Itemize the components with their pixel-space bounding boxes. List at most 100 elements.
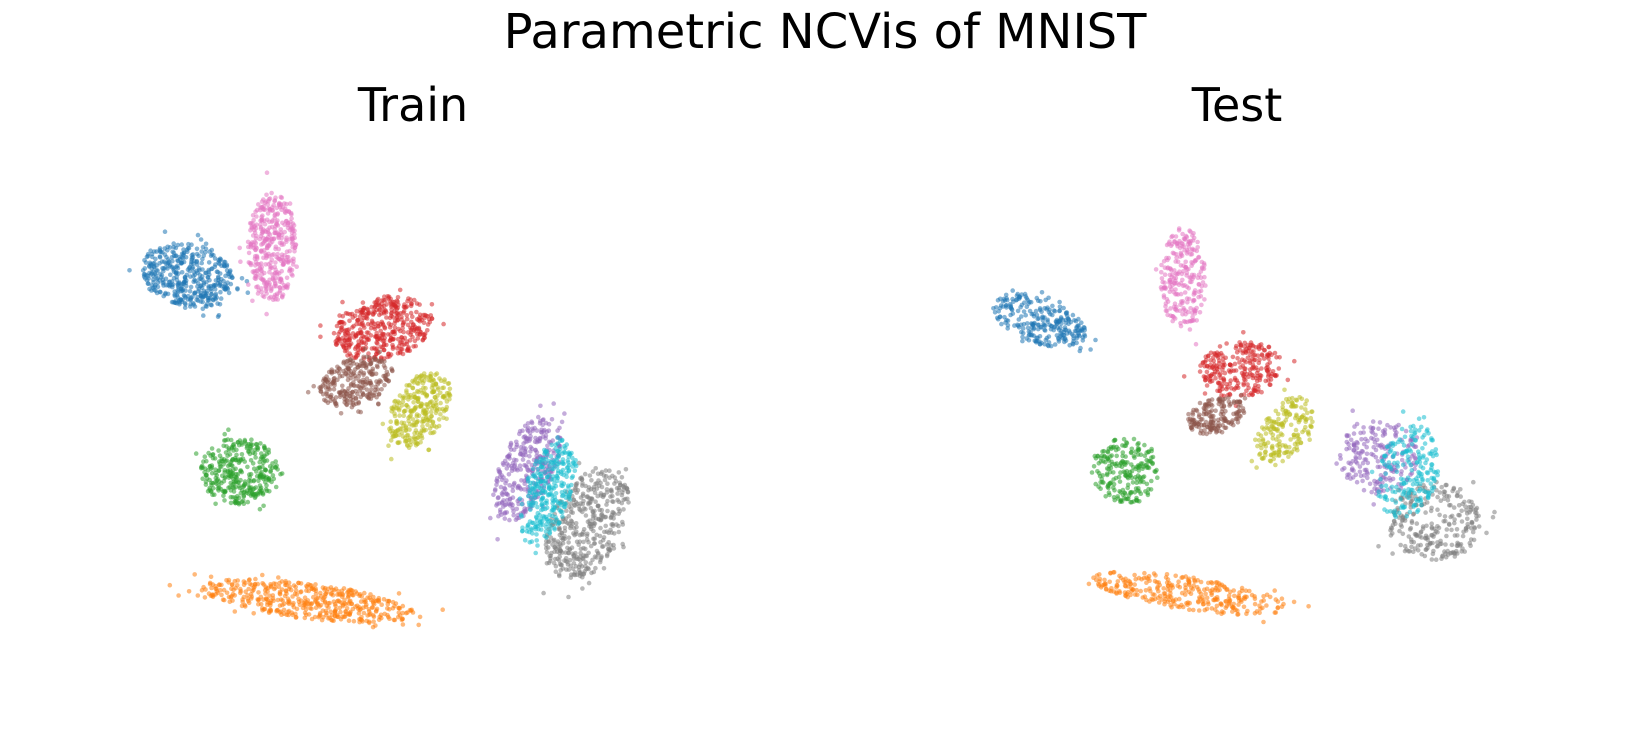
- point-class-1: [1152, 596, 1158, 602]
- point-class-8: [420, 380, 426, 386]
- point-class-7: [616, 470, 622, 475]
- point-class-0: [165, 257, 171, 262]
- point-class-3: [1220, 367, 1225, 373]
- point-class-1: [245, 593, 250, 598]
- point-class-3: [377, 307, 383, 312]
- point-class-1: [374, 608, 379, 613]
- point-class-3: [379, 298, 385, 303]
- point-class-1: [1140, 595, 1146, 600]
- point-class-3: [347, 342, 352, 348]
- point-class-4: [510, 484, 515, 490]
- point-class-3: [1235, 380, 1241, 386]
- cluster-class-5: [305, 346, 395, 416]
- point-class-8: [438, 378, 444, 383]
- point-class-0: [159, 273, 165, 278]
- point-class-1: [1272, 610, 1278, 615]
- point-class-8: [395, 440, 401, 446]
- point-class-4: [528, 444, 533, 450]
- point-class-2: [262, 467, 268, 472]
- point-class-3: [383, 297, 388, 303]
- point-class-2: [1114, 453, 1119, 459]
- point-class-3: [404, 316, 410, 322]
- point-class-1: [203, 587, 208, 592]
- point-class-0: [1057, 308, 1062, 314]
- point-class-8: [442, 395, 448, 401]
- point-class-1: [396, 591, 402, 596]
- point-class-5: [369, 372, 375, 377]
- point-class-9: [539, 501, 545, 507]
- point-class-0: [1035, 326, 1041, 332]
- point-class-7: [576, 460, 582, 466]
- point-class-0: [1072, 318, 1077, 323]
- point-class-0: [1042, 327, 1047, 333]
- point-class-0: [217, 302, 223, 307]
- point-class-7: [553, 546, 559, 551]
- point-class-9: [563, 495, 569, 500]
- point-class-4: [1408, 472, 1413, 477]
- point-class-3: [404, 313, 410, 318]
- point-class-8: [414, 430, 420, 436]
- point-class-8: [403, 408, 408, 414]
- point-class-1: [258, 601, 264, 607]
- point-class-4: [514, 439, 519, 445]
- point-class-1: [195, 593, 201, 598]
- point-class-2: [251, 466, 257, 472]
- point-class-1: [379, 602, 385, 607]
- point-class-6: [263, 262, 268, 267]
- point-class-2: [204, 458, 209, 464]
- point-class-6: [247, 221, 253, 226]
- point-class-1: [1143, 588, 1149, 593]
- point-class-0: [192, 304, 198, 309]
- point-class-7: [572, 503, 578, 508]
- point-class-9: [562, 501, 567, 506]
- point-class-0: [224, 284, 229, 289]
- point-class-8: [444, 416, 449, 422]
- point-class-4: [1396, 422, 1401, 428]
- point-class-5: [341, 360, 346, 366]
- point-class-3: [1224, 341, 1229, 346]
- point-class-9: [556, 454, 562, 459]
- point-class-8: [429, 413, 435, 419]
- point-class-8: [426, 447, 432, 453]
- point-class-1: [1210, 587, 1215, 592]
- point-class-9: [549, 459, 554, 465]
- point-class-9: [555, 435, 560, 440]
- point-class-6: [246, 282, 251, 287]
- point-class-6: [278, 201, 284, 207]
- point-class-2: [1134, 495, 1139, 501]
- point-class-6: [292, 249, 297, 254]
- point-class-7: [567, 547, 572, 553]
- point-class-3: [356, 339, 361, 344]
- point-class-2: [264, 451, 270, 457]
- point-class-7: [580, 586, 585, 591]
- point-class-2: [200, 476, 205, 482]
- point-class-2: [235, 493, 240, 499]
- point-class-3: [1241, 382, 1246, 388]
- point-class-4: [1340, 467, 1345, 472]
- point-class-3: [389, 302, 394, 308]
- point-class-3: [372, 326, 378, 332]
- point-class-2: [1134, 480, 1140, 486]
- point-class-5: [335, 364, 340, 370]
- point-class-0: [1025, 325, 1031, 331]
- point-class-7: [557, 554, 562, 559]
- point-class-7: [564, 567, 569, 572]
- point-class-0: [186, 246, 192, 251]
- point-class-4: [1388, 425, 1393, 430]
- point-class-7: [615, 491, 620, 496]
- point-class-1: [1264, 603, 1269, 608]
- point-class-5: [1213, 408, 1218, 414]
- point-class-9: [555, 478, 560, 484]
- cluster-class-8: [380, 371, 453, 462]
- point-class-7: [601, 566, 607, 571]
- point-class-2: [239, 499, 245, 505]
- point-class-1: [1132, 582, 1137, 587]
- point-class-8: [404, 438, 409, 443]
- point-class-6: [272, 292, 278, 298]
- point-class-9: [531, 500, 536, 505]
- point-class-1: [1150, 592, 1156, 597]
- point-class-0: [1074, 340, 1079, 346]
- point-class-0: [226, 290, 232, 296]
- point-class-0: [997, 314, 1003, 319]
- point-class-7: [552, 556, 558, 562]
